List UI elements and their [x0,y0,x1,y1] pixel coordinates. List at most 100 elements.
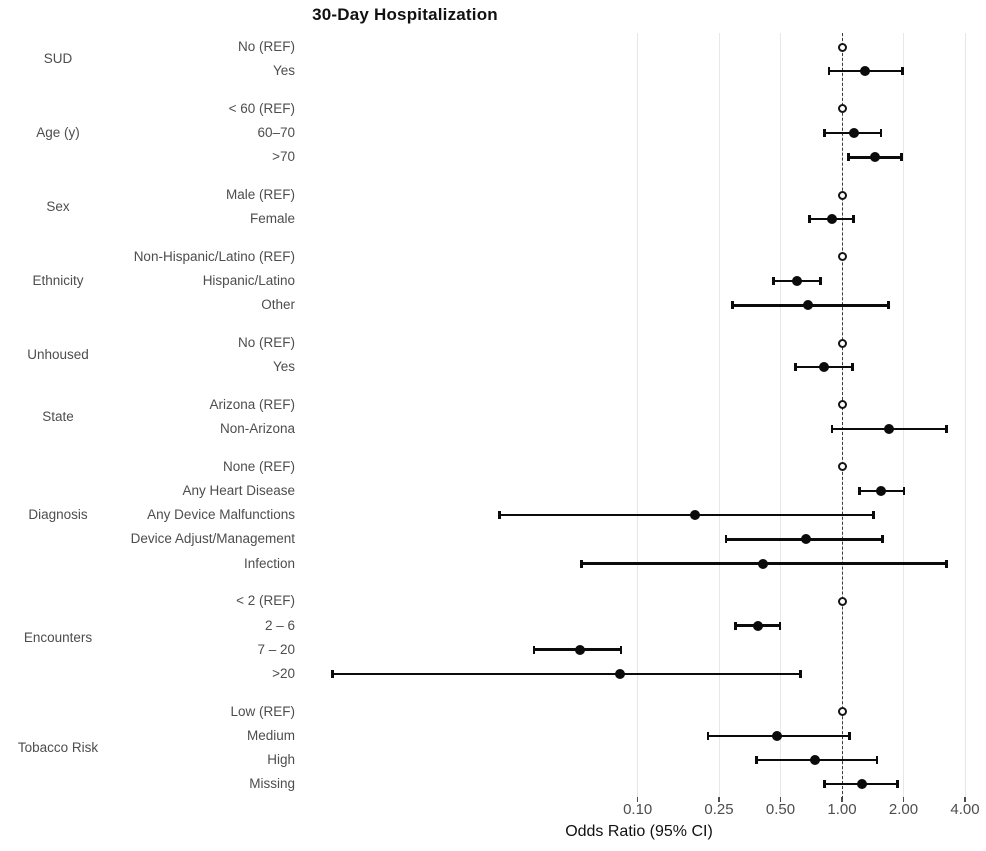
ci-cap-low [734,621,737,630]
ci-cap-high [819,277,823,286]
ci-cap-high [879,129,883,138]
ci-cap-high [851,363,854,372]
row-label: < 60 (REF) [228,100,295,116]
ci-cap-high [848,731,851,740]
ci-cap-low [706,731,710,740]
x-tick [637,797,639,802]
row-label: < 2 (REF) [236,593,295,609]
ci-cap-high [887,301,891,310]
x-tick [718,797,720,802]
estimate-point [876,486,887,496]
ci-cap-high [901,67,904,76]
ci-cap-high [619,645,623,654]
estimate-point [810,755,821,765]
ci-cap-high [852,215,855,224]
reference-point [837,462,847,472]
row-label: 7 – 20 [257,641,295,657]
row-label: Yes [272,63,295,79]
estimate-point [860,66,871,77]
ci-cap-low [794,363,797,372]
estimate-point [826,214,837,225]
x-tick [964,797,966,802]
row-label: Female [249,211,295,227]
ci-cap-low [847,153,850,162]
row-label: Male (REF) [225,187,295,202]
row-label: Device Adjust/Management [130,531,295,547]
estimate-point [574,644,585,655]
estimate-point [615,668,626,679]
x-tick-label: 2.00 [888,801,919,818]
reference-point [837,596,847,606]
reference-point [837,190,847,200]
gridline [718,33,720,797]
group-label: State [42,409,74,424]
row-label: Any Heart Disease [182,483,295,498]
row-label: No (REF) [238,39,295,54]
x-axis-title: Odds Ratio (95% CI) [565,823,713,840]
x-tick-label: 4.00 [950,801,980,818]
ci-cap-low [755,756,758,764]
ci-cap-low [772,277,775,286]
estimate-point [689,510,700,521]
ci-cap-low [331,669,334,678]
estimate-point [802,300,813,311]
group-label: Age (y) [36,125,80,141]
ci-line [499,513,874,517]
ci-cap-high [944,559,948,568]
x-tick [841,797,843,802]
ci-cap-high [902,487,906,495]
row-label: Non-Arizona [219,421,295,437]
row-label: Low (REF) [230,703,295,719]
ci-cap-low [580,559,583,568]
group-label: Sex [46,199,70,215]
ci-cap-high [875,756,879,764]
ci-cap-low [498,511,501,520]
ci-cap-low [827,67,831,76]
gridline [903,33,904,797]
row-label: >70 [272,149,295,165]
ci-cap-high [799,669,802,678]
reference-line [842,33,843,799]
estimate-point [856,779,867,790]
group-label: Diagnosis [28,507,88,523]
estimate-point [771,730,782,741]
reference-point [837,707,847,717]
ci-cap-low [857,487,861,495]
ci-cap-high [900,153,903,162]
reference-point [837,104,847,114]
row-label: Non-Hispanic/Latino (REF) [133,248,295,264]
group-label: Encounters [23,629,93,645]
row-label: Yes [272,359,295,375]
ci-cap-low [731,301,734,310]
group-label: Ethnicity [32,273,84,289]
x-tick-label: 1.00 [827,801,857,818]
x-tick [902,797,905,802]
row-label: Arizona (REF) [209,396,295,412]
ci-cap-low [532,645,536,654]
estimate-point [849,128,860,139]
group-label: Tobacco Risk [17,739,99,755]
row-label: 2 – 6 [264,617,295,633]
row-label: None (REF) [222,458,295,474]
ci-cap-low [823,129,826,138]
gridline [780,33,781,797]
row-label: No (REF) [238,335,295,350]
x-tick [779,797,782,802]
estimate-point [753,620,764,631]
ci-cap-low [830,425,834,434]
group-label: SUD [43,51,73,67]
estimate-point [791,276,802,287]
chart-title: 30-Day Hospitalization [312,5,498,24]
reference-point [837,400,847,410]
ci-line [332,672,801,676]
estimate-point [819,362,830,373]
gridline [637,33,639,797]
group-label: Unhoused [27,347,89,363]
ci-cap-high [880,535,884,544]
row-label: Hispanic/Latino [202,273,295,289]
ci-cap-high [872,511,875,520]
ci-cap-low [823,780,826,789]
row-label: Missing [249,776,295,792]
estimate-point [801,534,812,545]
